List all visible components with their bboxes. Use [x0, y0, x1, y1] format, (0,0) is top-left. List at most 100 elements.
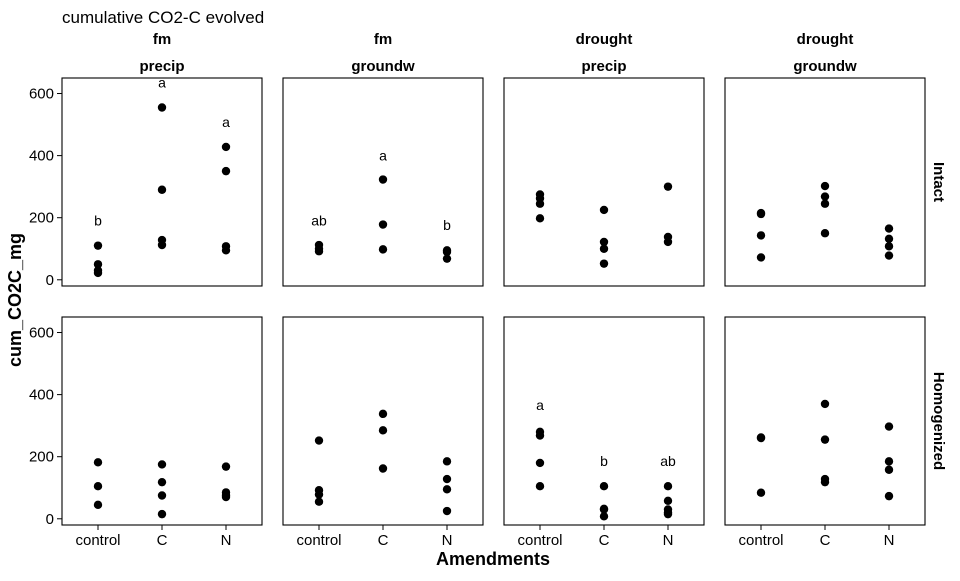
data-point	[93, 241, 103, 250]
data-point	[157, 185, 167, 194]
data-point	[599, 481, 609, 491]
row-strip-label: Intact	[930, 162, 947, 202]
data-point	[378, 464, 388, 473]
y-tick-label: 200	[29, 210, 54, 227]
facet-grid: fm precip fm groundw drought precip drought gro…	[29, 31, 947, 549]
significance-label: ab	[660, 453, 676, 469]
strip-label-bottom: groundw	[351, 58, 415, 75]
strip-label-bottom: precip	[581, 58, 626, 75]
data-point	[157, 491, 167, 500]
data-point	[535, 458, 545, 468]
data-point	[157, 477, 167, 487]
y-tick-label: 200	[29, 449, 54, 466]
data-point	[756, 488, 766, 497]
data-point	[756, 253, 766, 262]
data-point	[157, 240, 167, 250]
data-point	[820, 229, 830, 238]
data-point	[93, 481, 103, 491]
panel-frame	[724, 77, 926, 287]
data-point	[535, 431, 545, 440]
data-point	[314, 497, 324, 506]
data-point	[599, 205, 609, 215]
data-point	[378, 245, 388, 254]
data-point	[884, 224, 894, 233]
significance-label: b	[94, 212, 102, 228]
data-point	[221, 462, 231, 471]
data-point	[884, 422, 894, 431]
data-point	[157, 103, 167, 112]
data-point	[884, 234, 894, 244]
data-point	[442, 506, 452, 516]
x-tick-label: control	[517, 532, 562, 549]
panel-frame	[503, 316, 705, 526]
significance-label: b	[443, 217, 451, 233]
data-point	[378, 175, 388, 184]
row-strip-label: Homogenized	[930, 372, 947, 470]
data-point	[820, 199, 830, 208]
data-point	[599, 512, 609, 521]
x-tick-label: N	[884, 532, 895, 549]
data-point	[93, 268, 103, 278]
x-tick-label: control	[738, 532, 783, 549]
data-point	[535, 199, 545, 208]
data-point	[756, 209, 766, 219]
y-tick-label: 0	[46, 272, 54, 289]
panel-frame	[61, 77, 263, 287]
data-point	[378, 409, 388, 419]
data-point	[756, 231, 766, 240]
data-point	[884, 465, 894, 474]
data-point	[820, 477, 830, 487]
data-point	[221, 246, 231, 255]
data-point	[756, 433, 766, 443]
data-point	[221, 166, 231, 176]
strip-label-top: drought	[797, 31, 854, 48]
data-point	[314, 247, 324, 256]
panel-frame	[503, 77, 705, 287]
data-point	[442, 474, 452, 484]
significance-label: a	[536, 397, 544, 413]
x-tick-label: N	[663, 532, 674, 549]
significance-label: a	[379, 147, 387, 163]
data-point	[599, 244, 609, 253]
data-point	[314, 436, 324, 445]
data-point	[884, 491, 894, 501]
data-point	[157, 460, 167, 469]
data-point	[820, 181, 830, 191]
panel-frame	[724, 316, 926, 526]
strip-label-bottom: precip	[139, 58, 184, 75]
data-point	[663, 509, 673, 519]
x-tick-label: C	[157, 532, 168, 549]
data-point	[884, 242, 894, 251]
data-point	[535, 481, 545, 491]
y-tick-label: 600	[29, 86, 54, 103]
data-point	[221, 142, 231, 152]
x-tick-label: C	[378, 532, 389, 549]
data-point	[93, 260, 103, 269]
data-point	[884, 457, 894, 466]
y-tick-label: 400	[29, 148, 54, 165]
data-point	[663, 481, 673, 491]
data-point	[442, 457, 452, 466]
data-point	[599, 505, 609, 514]
data-point	[884, 251, 894, 260]
data-point	[314, 490, 324, 499]
data-point	[442, 254, 452, 263]
data-point	[378, 426, 388, 435]
significance-label: a	[158, 74, 166, 90]
data-point	[442, 247, 452, 257]
panel-frame	[282, 316, 484, 526]
panel-frame	[282, 77, 484, 287]
significance-label: a	[222, 114, 230, 130]
strip-label-bottom: groundw	[793, 58, 857, 75]
significance-label: b	[600, 453, 608, 469]
strip-label-top: drought	[576, 31, 633, 48]
y-axis-title: cum_CO2C_mg	[5, 233, 25, 367]
data-point	[157, 509, 167, 519]
y-tick-label: 0	[46, 511, 54, 528]
data-point	[820, 192, 830, 201]
x-tick-label: control	[75, 532, 120, 549]
data-point	[663, 496, 673, 505]
data-point	[599, 237, 609, 247]
